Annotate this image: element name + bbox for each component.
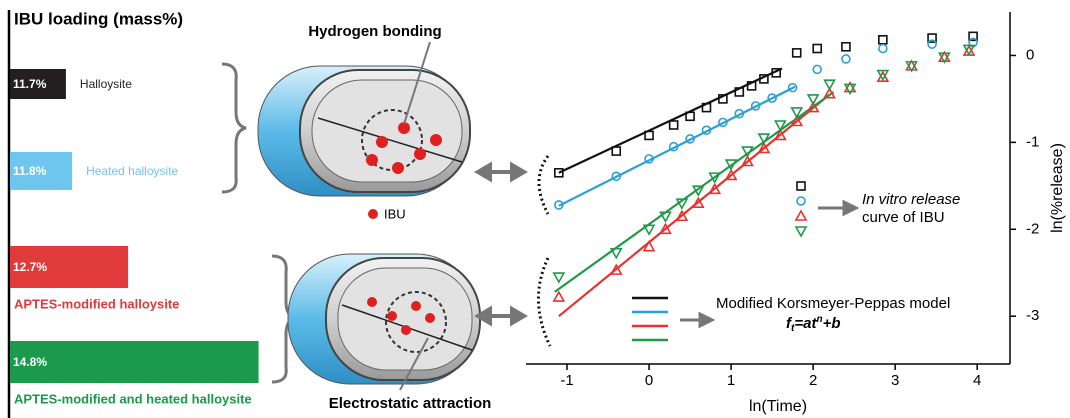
data-point: [644, 225, 654, 234]
data-point: [879, 45, 887, 53]
value-label: 11.8%: [13, 164, 47, 178]
group-bracket: [539, 156, 548, 214]
y-tick-label: 0: [1026, 46, 1034, 63]
legend-marker: [797, 197, 805, 205]
diagram-label: Electrostatic attraction: [329, 395, 492, 412]
data-point: [670, 121, 678, 129]
data-point: [808, 95, 818, 104]
x-tick-label: 0: [645, 372, 653, 389]
data-point: [842, 55, 850, 63]
equation-part: =at: [794, 315, 817, 332]
legend-label: curve of IBU: [862, 209, 945, 226]
y-tick-label: -3: [1026, 307, 1039, 324]
x-axis-label: ln(Time): [749, 398, 807, 415]
diagram-label: IBU: [384, 206, 406, 221]
x-tick-label: 4: [973, 372, 981, 389]
group-bracket: [538, 258, 550, 346]
data-point: [879, 36, 887, 44]
y-axis-label: ln(%release): [1049, 143, 1066, 233]
diagram-label: Hydrogen bonding: [308, 23, 441, 40]
data-point: [611, 249, 621, 258]
data-point: [554, 292, 564, 301]
x-tick-label: 2: [809, 372, 817, 389]
category-label: Heated halloysite: [86, 164, 178, 178]
data-point: [554, 273, 564, 282]
data-point: [813, 45, 821, 53]
capsule-diagram: [258, 42, 470, 196]
category-label: APTES-modified halloysite: [14, 296, 179, 311]
x-tick-label: -1: [560, 372, 573, 389]
value-label: 12.7%: [13, 260, 47, 274]
figure: IBU loading (mass%) Hydrogen bo: [0, 0, 1070, 418]
x-tick-label: 1: [727, 372, 735, 389]
legend-marker: [796, 227, 806, 236]
data-point: [825, 80, 835, 89]
double-arrow: [478, 165, 524, 323]
brace: [222, 64, 246, 192]
legend-label: Modified Korsmeyer-Peppas model: [716, 295, 950, 312]
y-tick-label: -1: [1026, 133, 1039, 150]
data-point: [842, 43, 850, 51]
equation-part: +b: [823, 315, 841, 332]
legend-label: In vitro release: [862, 191, 960, 208]
category-label: Halloysite: [80, 77, 132, 91]
legend-marker: [796, 211, 806, 220]
capsule-diagram: [288, 254, 480, 390]
x-tick-label: 3: [891, 372, 899, 389]
y-tick-label: -2: [1026, 220, 1039, 237]
ibu-marker: [368, 209, 378, 219]
bar: [10, 341, 259, 383]
fit-line: [555, 92, 834, 292]
value-label: 11.7%: [13, 77, 47, 91]
bar-title: IBU loading (mass%): [14, 9, 183, 28]
equation: ft=atn+b: [786, 314, 841, 334]
data-point: [793, 49, 801, 57]
legend-marker: [797, 182, 805, 190]
value-label: 14.8%: [13, 355, 47, 369]
category-label: APTES-modified and heated halloysite: [14, 391, 252, 406]
data-point: [813, 65, 821, 73]
